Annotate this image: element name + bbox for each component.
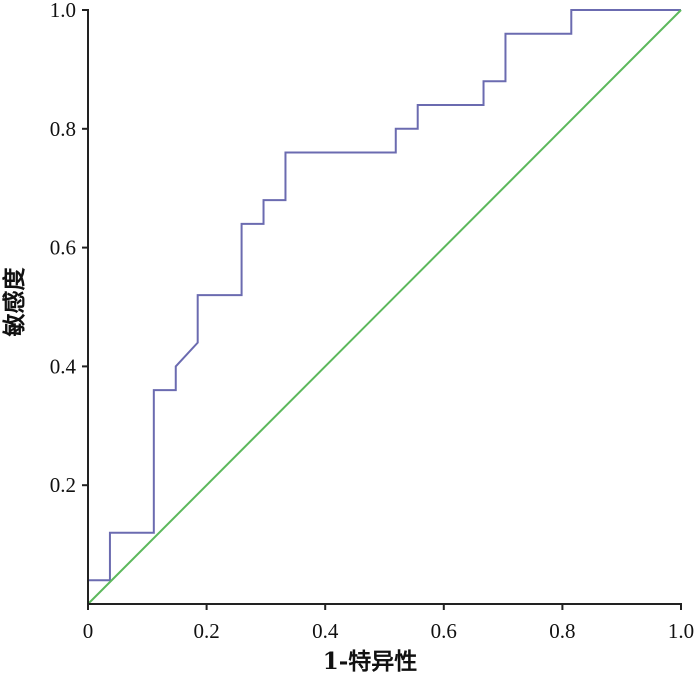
x-tick-label: 0.2	[193, 619, 219, 643]
y-tick-label: 1.0	[50, 0, 76, 22]
ticks: 0 0.2 0.4 0.6 0.8 1.0 0.2 0.4 0.6 0.8 1.0	[50, 0, 694, 643]
x-axis-title: 1-特异性	[323, 648, 418, 675]
reference-diagonal-series	[87, 9, 682, 605]
x-tick-label: 0	[83, 619, 94, 643]
y-tick-label: 0.4	[50, 354, 77, 378]
roc-curve-series	[88, 9, 681, 582]
series-layer	[87, 9, 682, 605]
y-tick-label: 0.8	[50, 117, 76, 141]
y-axis-title: 敏感度	[1, 267, 28, 338]
x-tick-label: 0.4	[312, 619, 339, 643]
axes	[87, 9, 682, 605]
y-tick-label: 0.6	[50, 236, 76, 260]
y-tick-label: 0.2	[50, 473, 76, 497]
x-tick-label: 0.6	[431, 619, 457, 643]
x-tick-label: 1.0	[668, 619, 694, 643]
x-tick-label: 0.8	[549, 619, 575, 643]
